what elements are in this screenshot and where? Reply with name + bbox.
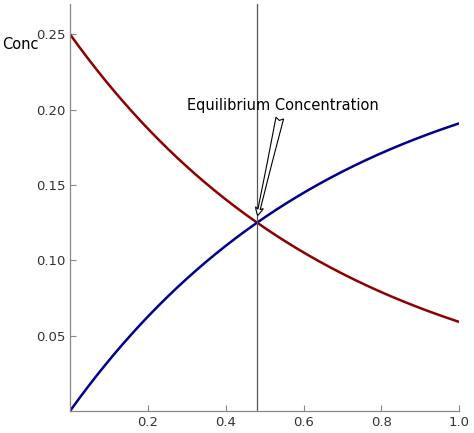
Y-axis label: Conc: Conc	[2, 37, 39, 52]
Text: Equilibrium Concentration: Equilibrium Concentration	[187, 98, 379, 215]
